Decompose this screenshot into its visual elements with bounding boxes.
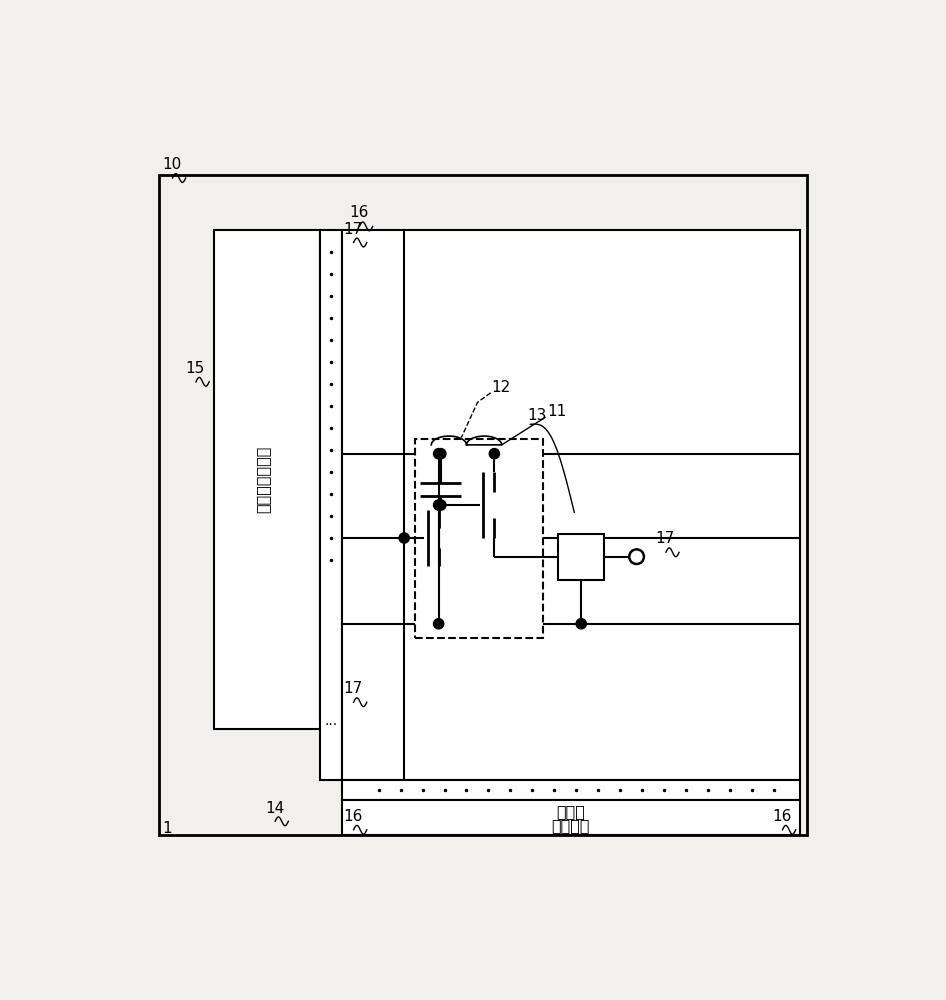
Circle shape — [433, 619, 444, 629]
Text: 数据线驱动电路: 数据线驱动电路 — [255, 446, 271, 513]
Text: 扫描线: 扫描线 — [556, 804, 586, 819]
FancyBboxPatch shape — [342, 780, 800, 800]
Text: 13: 13 — [527, 408, 547, 423]
Text: ...: ... — [324, 714, 338, 728]
Text: 17: 17 — [343, 222, 362, 237]
Text: 驱动电路: 驱动电路 — [552, 818, 590, 833]
Text: 17: 17 — [343, 681, 362, 696]
Text: 1: 1 — [163, 821, 172, 836]
Text: 16: 16 — [772, 809, 792, 824]
Text: 11: 11 — [547, 404, 567, 419]
Text: 14: 14 — [265, 801, 284, 816]
Text: 10: 10 — [163, 157, 182, 172]
FancyBboxPatch shape — [159, 175, 808, 835]
Circle shape — [576, 619, 587, 629]
Circle shape — [433, 449, 444, 459]
Circle shape — [436, 500, 446, 510]
FancyBboxPatch shape — [415, 439, 543, 638]
Text: 16: 16 — [343, 809, 362, 824]
Text: 12: 12 — [491, 380, 511, 395]
FancyBboxPatch shape — [320, 230, 342, 780]
Text: 17: 17 — [656, 531, 674, 546]
FancyBboxPatch shape — [342, 800, 800, 835]
Circle shape — [433, 500, 444, 510]
Circle shape — [436, 449, 446, 459]
FancyBboxPatch shape — [214, 230, 320, 729]
Text: 16: 16 — [349, 205, 369, 220]
FancyBboxPatch shape — [558, 534, 604, 580]
Circle shape — [489, 449, 499, 459]
FancyBboxPatch shape — [342, 230, 800, 780]
Text: 15: 15 — [185, 361, 205, 376]
Circle shape — [399, 533, 410, 543]
